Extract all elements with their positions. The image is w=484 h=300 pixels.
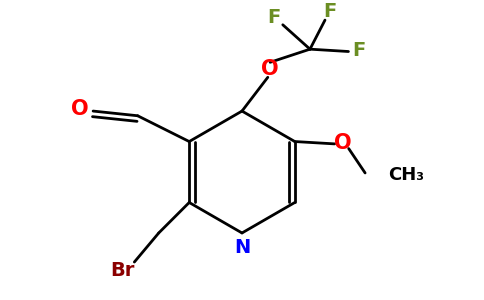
- Text: F: F: [323, 2, 336, 21]
- Text: F: F: [268, 8, 281, 27]
- Text: O: O: [71, 99, 89, 119]
- Text: F: F: [352, 41, 365, 60]
- Text: O: O: [261, 59, 279, 79]
- Text: N: N: [234, 238, 250, 256]
- Text: CH₃: CH₃: [389, 166, 424, 184]
- Text: O: O: [334, 133, 352, 153]
- Text: Br: Br: [110, 261, 135, 280]
